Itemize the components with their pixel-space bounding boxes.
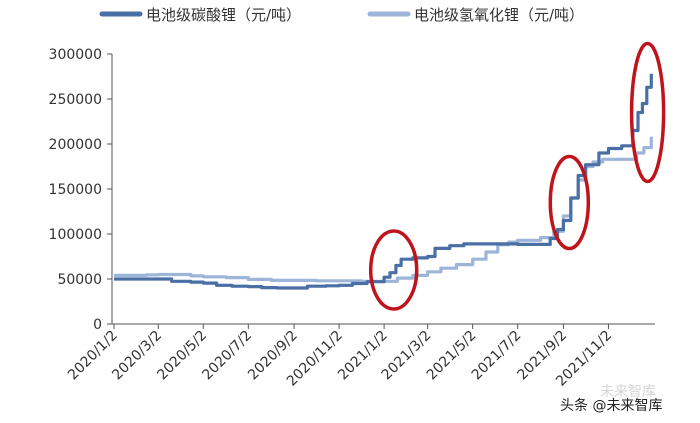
highlight-ellipse <box>548 154 591 251</box>
y-tick-label: 100000 <box>49 227 102 243</box>
series-line-hydroxide <box>114 136 653 283</box>
highlight-ellipse <box>629 41 666 184</box>
y-tick-label: 0 <box>93 317 102 333</box>
y-tick-label: 300000 <box>49 47 102 63</box>
y-tick-label: 250000 <box>49 92 102 108</box>
y-axis-ticks: 0 50000 100000 150000 200000 250000 300000 <box>49 47 112 333</box>
watermark-faded-text: 未来智库 <box>600 384 656 400</box>
legend: 电池级碳酸锂（元/吨） 电池级氢氧化锂（元/吨） <box>99 6 584 24</box>
watermark: 未来智库 头条 @未来智库 <box>560 384 662 414</box>
legend-label-hydroxide: 电池级氢氧化锂（元/吨） <box>414 6 584 24</box>
highlight-ellipse <box>368 229 419 311</box>
series-lines <box>114 73 653 290</box>
legend-label-carbonate: 电池级碳酸锂（元/吨） <box>146 6 301 24</box>
y-tick-label: 200000 <box>49 137 102 153</box>
series-line-carbonate <box>114 73 653 290</box>
watermark-text: 头条 @未来智库 <box>560 397 662 414</box>
y-tick-label: 50000 <box>57 272 102 288</box>
x-axis-ticks: 2020/1/22020/3/22020/5/22020/7/22020/9/2… <box>65 324 615 390</box>
y-tick-label: 150000 <box>49 182 102 198</box>
highlight-ellipses <box>368 41 666 311</box>
